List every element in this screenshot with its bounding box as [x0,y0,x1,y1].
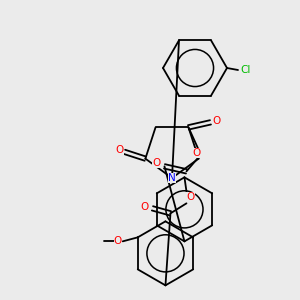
Text: O: O [192,148,201,158]
Text: O: O [186,192,195,202]
Text: O: O [212,116,220,126]
Text: N: N [168,173,176,183]
Text: O: O [140,202,148,212]
Text: O: O [152,158,160,168]
Text: O: O [114,236,122,246]
Text: O: O [115,145,124,155]
Text: Cl: Cl [241,65,251,75]
